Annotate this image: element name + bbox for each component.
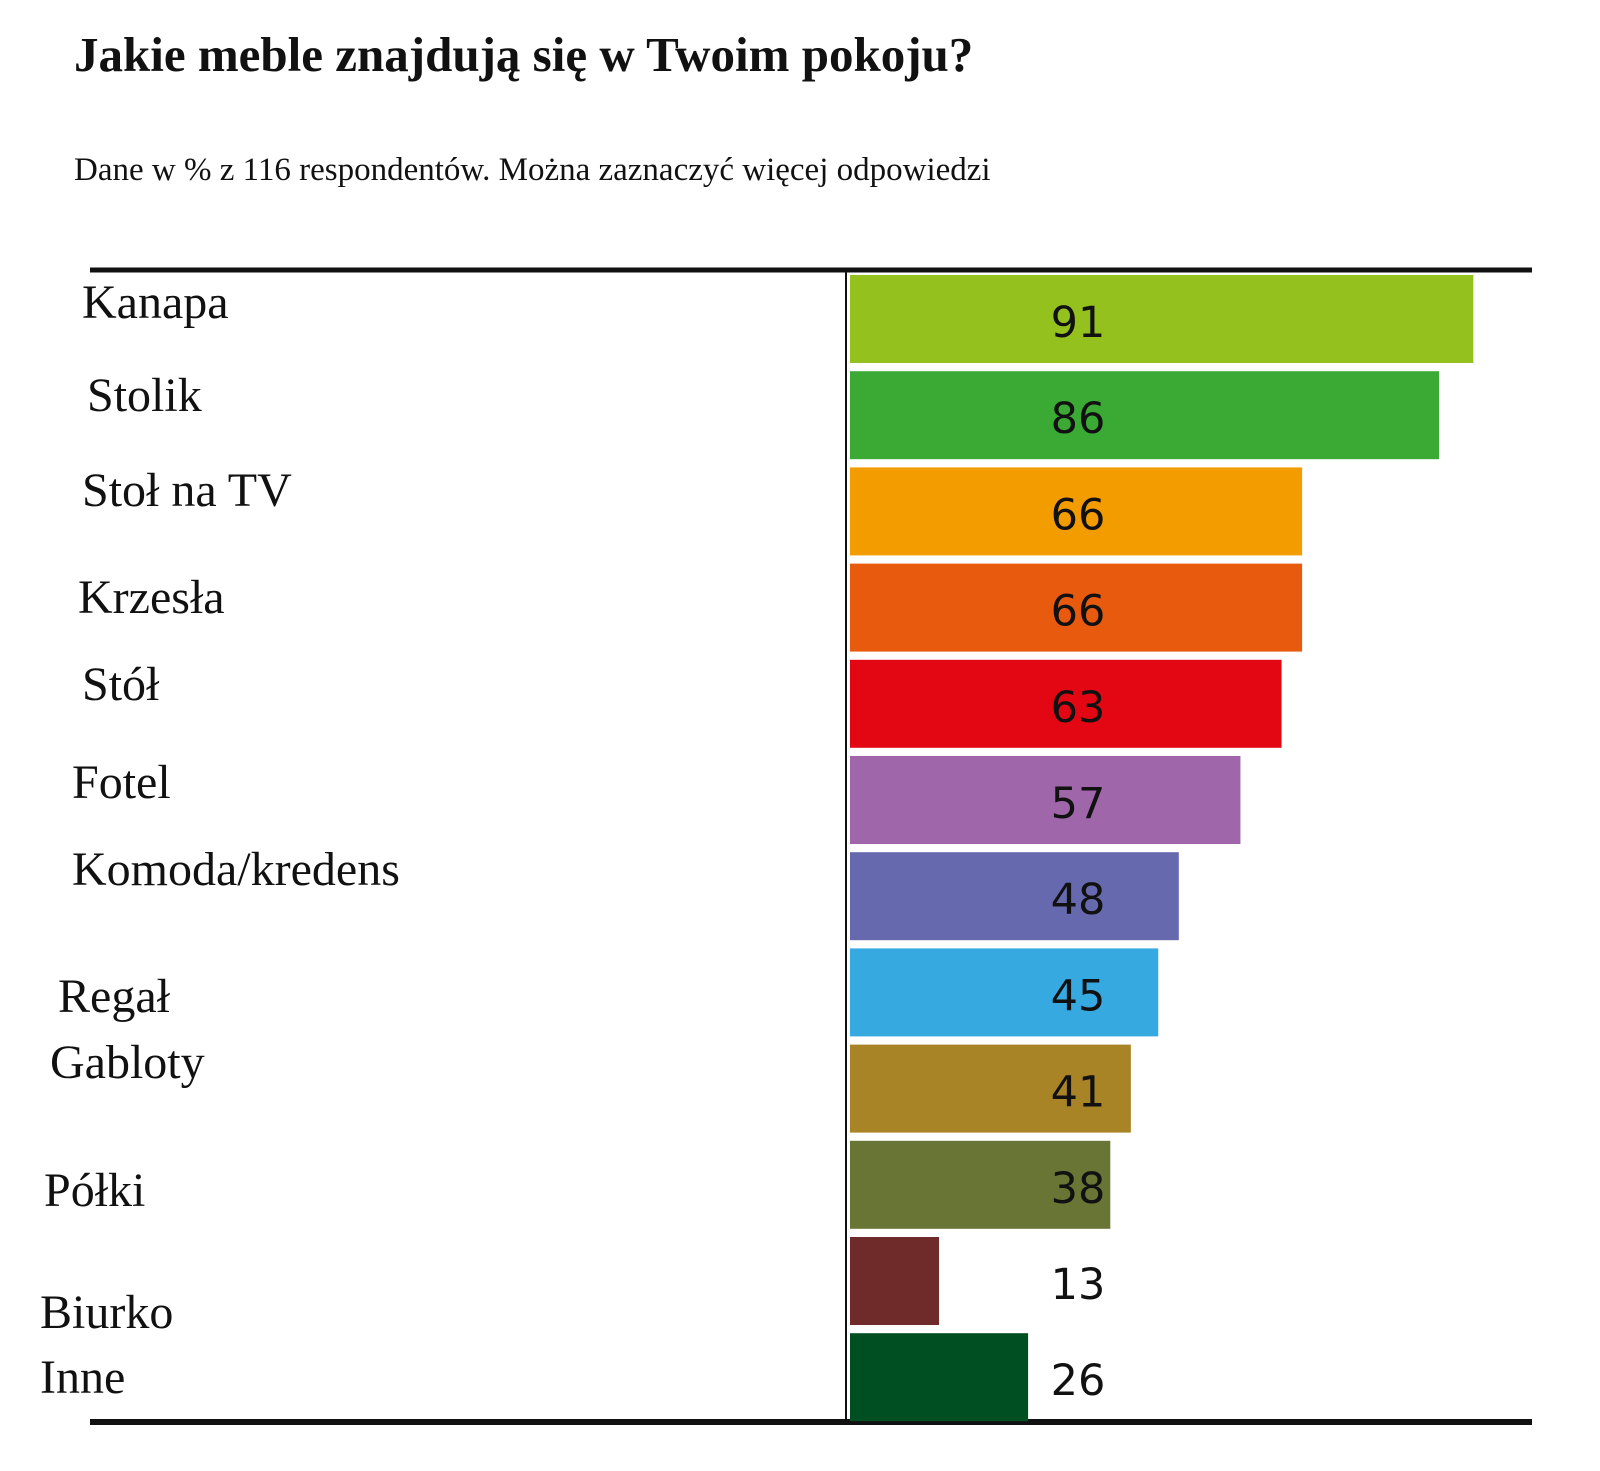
value-label-kanapa: 91 (1051, 298, 1106, 348)
category-label-stolik: Stolik (87, 369, 202, 422)
bar-gabloty (850, 1044, 1131, 1133)
bar-polki (850, 1140, 1111, 1229)
bar-biurko (850, 1237, 940, 1325)
bar-krzesla (850, 563, 1303, 652)
category-label-stol-na-tv: Stoł na TV (82, 464, 292, 517)
value-label-inne: 26 (1051, 1356, 1106, 1406)
category-label-krzesla: Krzesła (78, 571, 225, 624)
category-label-komoda-kredens: Komoda/kredens (72, 843, 400, 896)
bar-stolik (850, 371, 1440, 460)
category-label-gabloty: Gabloty (50, 1036, 205, 1089)
category-label-regal: Regał (58, 970, 171, 1023)
value-label-stol-na-tv: 66 (1051, 490, 1106, 540)
category-label-biurko: Biurko (40, 1286, 173, 1339)
value-label-regal: 45 (1051, 971, 1106, 1021)
bar-fotel (850, 756, 1241, 844)
value-label-biurko: 13 (1051, 1260, 1106, 1310)
value-label-gabloty: 41 (1051, 1068, 1106, 1118)
category-labels-group: Kanapa Stolik Stoł na TV Krzesła Stół Fotel Ko… (40, 276, 400, 1404)
chart-title: Jakie meble znajdują się w Twoim pokoju? (74, 27, 974, 82)
bar-komoda-kredens (850, 852, 1179, 941)
bar-stol-na-tv (850, 467, 1303, 556)
category-label-fotel: Fotel (72, 756, 171, 809)
category-label-polki: Półki (44, 1164, 145, 1217)
bars-group (850, 275, 1474, 1422)
category-label-inne: Inne (40, 1351, 125, 1404)
value-label-komoda-kredens: 48 (1051, 875, 1106, 925)
value-labels-group: 91 86 66 66 63 57 48 45 41 38 13 26 (1051, 298, 1106, 1406)
category-label-kanapa: Kanapa (82, 276, 229, 329)
value-label-krzesla: 66 (1051, 587, 1106, 637)
value-label-polki: 38 (1051, 1164, 1106, 1214)
bar-regal (850, 948, 1159, 1037)
chart-subtitle: Dane w % z 116 respondentów. Można zazna… (74, 152, 991, 188)
bar-inne (850, 1333, 1029, 1422)
bar-kanapa (850, 275, 1474, 363)
category-label-stol: Stół (82, 658, 160, 711)
value-label-fotel: 57 (1051, 779, 1106, 829)
value-label-stolik: 86 (1051, 394, 1106, 444)
bar-stol (850, 659, 1282, 748)
value-label-stol: 63 (1051, 683, 1106, 733)
